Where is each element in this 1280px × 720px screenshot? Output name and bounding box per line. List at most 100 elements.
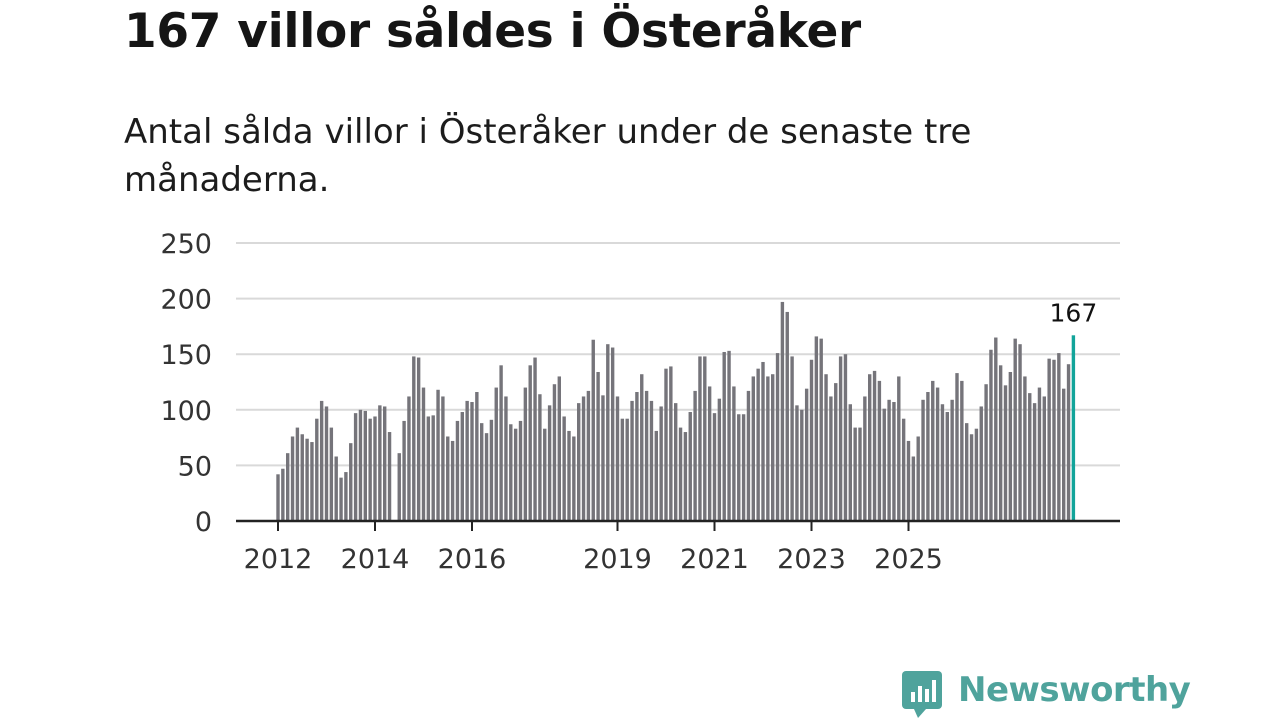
bar — [698, 356, 702, 521]
bar — [295, 427, 300, 521]
bar — [834, 383, 838, 521]
bar — [989, 349, 993, 521]
bar — [1013, 338, 1017, 521]
bar — [838, 356, 843, 521]
bar — [412, 356, 416, 521]
bar — [480, 423, 484, 521]
bar — [368, 418, 372, 521]
bar — [640, 374, 644, 521]
bar — [450, 440, 455, 521]
bar — [955, 373, 959, 521]
bar — [460, 412, 464, 521]
bar — [872, 370, 877, 521]
bar — [625, 418, 629, 521]
bar — [644, 390, 649, 521]
bar — [906, 440, 911, 521]
bar — [780, 301, 785, 521]
bar — [965, 423, 969, 521]
bar — [814, 336, 819, 521]
bar — [868, 374, 872, 521]
bar — [800, 409, 804, 521]
bar — [518, 420, 523, 521]
highlight-value-label: 167 — [1050, 298, 1098, 327]
bar — [523, 387, 528, 521]
bar — [567, 430, 571, 521]
bar — [475, 392, 479, 521]
bar — [504, 396, 508, 521]
bar — [509, 424, 513, 521]
bar — [606, 344, 610, 521]
bar — [950, 399, 954, 521]
bar — [305, 438, 309, 521]
bar — [489, 419, 494, 521]
bar — [960, 380, 964, 521]
bar — [455, 420, 460, 521]
bar — [601, 395, 605, 521]
y-tick-label: 0 — [195, 507, 212, 538]
bar — [722, 351, 726, 521]
chart-subtitle: Antal sålda villor i Österåker under de … — [124, 112, 972, 200]
bar — [916, 436, 920, 521]
brand-name: Newsworthy — [958, 670, 1191, 710]
bar — [310, 442, 314, 521]
bar — [664, 368, 668, 521]
bar — [572, 436, 576, 521]
bar — [630, 400, 634, 521]
bar — [513, 428, 518, 521]
bar — [717, 398, 722, 521]
bar — [349, 443, 353, 521]
bar — [790, 356, 794, 521]
bar — [693, 390, 697, 521]
x-tick-label: 2021 — [680, 544, 749, 575]
bar — [998, 365, 1003, 521]
bar — [761, 361, 765, 521]
bar — [416, 357, 421, 521]
x-tick-label: 2023 — [777, 544, 846, 575]
bar — [712, 413, 717, 521]
bar — [863, 396, 867, 521]
x-tick-label: 2025 — [874, 544, 943, 575]
bar — [470, 402, 474, 521]
bar — [926, 392, 930, 521]
bar — [654, 430, 658, 521]
bar — [751, 376, 755, 521]
bar — [300, 434, 304, 521]
bar — [620, 418, 625, 521]
bar — [407, 396, 411, 521]
x-tick-label: 2012 — [244, 544, 313, 575]
bar — [1062, 388, 1066, 521]
bar — [669, 366, 673, 521]
bar — [1057, 353, 1061, 521]
y-tick-label: 200 — [160, 285, 212, 316]
bar — [484, 433, 489, 521]
bar — [1028, 393, 1032, 521]
bar — [499, 365, 503, 521]
bar — [892, 402, 896, 521]
bar — [577, 403, 581, 521]
y-tick-label: 150 — [160, 340, 212, 371]
bar — [795, 405, 799, 521]
bar — [1052, 359, 1056, 521]
bar — [931, 380, 935, 521]
bar — [383, 406, 387, 521]
bar — [877, 380, 882, 521]
bar — [911, 456, 916, 521]
x-tick-label: 2014 — [341, 544, 410, 575]
bar-highlight — [1071, 335, 1076, 521]
bar — [678, 427, 683, 521]
bar — [897, 376, 901, 521]
bar-chart: 0 50 100 150 200 250 2012 2014 2016 2019 2021 2023 2… — [160, 229, 1120, 575]
bar — [819, 338, 823, 521]
bar — [1037, 387, 1042, 521]
bar — [441, 396, 445, 521]
bar — [843, 354, 848, 521]
bar — [276, 474, 280, 521]
bar — [319, 400, 324, 521]
bar — [756, 368, 760, 521]
bar — [552, 384, 557, 521]
bar — [804, 388, 809, 521]
bar — [824, 374, 828, 521]
x-tick-label: 2019 — [583, 544, 652, 575]
bar — [994, 337, 998, 521]
bar — [1047, 358, 1051, 521]
